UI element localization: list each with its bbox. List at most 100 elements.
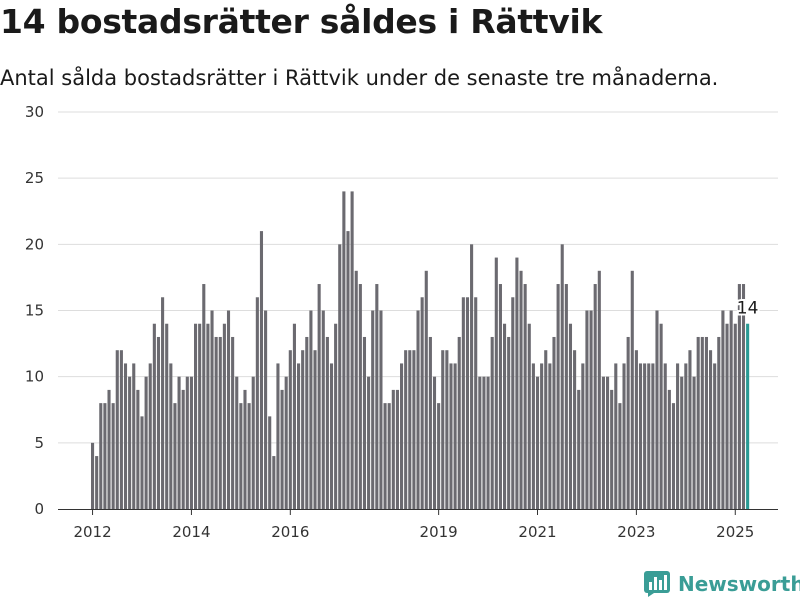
bar bbox=[552, 336, 556, 509]
bar bbox=[420, 297, 424, 509]
bar bbox=[614, 363, 618, 509]
bar bbox=[268, 416, 272, 509]
bar bbox=[408, 350, 412, 509]
bar bbox=[560, 244, 564, 509]
bar bbox=[733, 323, 737, 509]
bar bbox=[696, 336, 700, 509]
bar bbox=[317, 284, 321, 509]
bar bbox=[663, 363, 667, 509]
y-tick-label: 20 bbox=[25, 235, 44, 253]
bar bbox=[103, 403, 107, 509]
bar bbox=[400, 363, 404, 509]
bar bbox=[128, 376, 132, 509]
bar bbox=[548, 363, 552, 509]
highlight-value-label: 14 bbox=[737, 299, 759, 319]
bar bbox=[482, 376, 486, 509]
bar bbox=[362, 336, 367, 509]
bar bbox=[424, 270, 428, 509]
bar bbox=[189, 376, 193, 509]
bar bbox=[280, 389, 284, 509]
bar bbox=[507, 336, 511, 509]
bar bbox=[367, 376, 371, 509]
bar bbox=[264, 310, 268, 509]
chart-subtitle: Antal sålda bostadsrätter i Rättvik unde… bbox=[0, 66, 719, 90]
bar bbox=[655, 310, 659, 509]
bar bbox=[478, 376, 482, 509]
bar bbox=[659, 323, 663, 509]
bar bbox=[404, 350, 408, 509]
bar bbox=[638, 363, 643, 509]
bar bbox=[490, 336, 494, 509]
bar bbox=[461, 297, 465, 509]
bar bbox=[606, 376, 610, 509]
bar bbox=[573, 350, 577, 509]
bar bbox=[272, 456, 276, 509]
bar bbox=[577, 389, 581, 509]
x-tick-label: 2025 bbox=[716, 523, 754, 541]
y-tick-label: 5 bbox=[34, 434, 44, 452]
x-tick-label: 2012 bbox=[73, 523, 111, 541]
bar bbox=[292, 323, 296, 509]
bar bbox=[136, 389, 140, 509]
bar bbox=[692, 376, 696, 509]
bar bbox=[688, 350, 692, 509]
bar bbox=[375, 284, 379, 509]
x-tick-label: 2023 bbox=[617, 523, 655, 541]
bar bbox=[597, 270, 601, 509]
bar bbox=[651, 363, 655, 509]
y-tick-label: 30 bbox=[25, 103, 44, 121]
bar bbox=[486, 376, 490, 509]
bar bbox=[643, 363, 647, 509]
bar bbox=[519, 270, 523, 509]
bar bbox=[99, 403, 103, 509]
bar bbox=[111, 403, 115, 509]
bar bbox=[395, 389, 399, 509]
bar bbox=[177, 376, 181, 509]
bar bbox=[148, 363, 152, 509]
bar bbox=[700, 336, 704, 509]
bar bbox=[231, 336, 235, 509]
bar bbox=[214, 336, 218, 509]
bar bbox=[309, 310, 313, 509]
bar bbox=[383, 403, 387, 509]
bar bbox=[342, 191, 346, 509]
bar bbox=[239, 403, 243, 509]
bar bbox=[564, 284, 568, 509]
bar bbox=[465, 297, 470, 509]
bar bbox=[334, 323, 338, 509]
bar bbox=[132, 363, 136, 509]
bar bbox=[470, 244, 474, 509]
bar bbox=[601, 376, 605, 509]
bar bbox=[709, 350, 713, 509]
bar bbox=[206, 323, 210, 509]
axes bbox=[58, 509, 778, 515]
bar bbox=[618, 403, 622, 509]
bar bbox=[626, 336, 630, 509]
bar bbox=[457, 336, 461, 509]
bar bbox=[185, 376, 189, 509]
bar bbox=[540, 363, 544, 509]
bar bbox=[152, 323, 156, 509]
bar bbox=[441, 350, 445, 509]
bar bbox=[338, 244, 342, 509]
x-tick-label: 2016 bbox=[271, 523, 309, 541]
bar bbox=[313, 350, 317, 509]
y-tick-label: 25 bbox=[25, 169, 44, 187]
bar bbox=[198, 323, 202, 509]
bar bbox=[474, 297, 478, 509]
bar bbox=[305, 336, 309, 509]
bar bbox=[494, 257, 498, 509]
bar bbox=[144, 376, 148, 509]
bar bbox=[235, 376, 239, 509]
bar bbox=[181, 389, 185, 509]
bar bbox=[610, 389, 614, 509]
bar bbox=[453, 363, 457, 509]
bar bbox=[210, 310, 214, 509]
bar bbox=[391, 389, 395, 509]
bar bbox=[535, 376, 540, 509]
bar bbox=[676, 363, 680, 509]
bar bbox=[255, 297, 259, 509]
bar bbox=[95, 456, 99, 509]
bar bbox=[523, 284, 527, 509]
